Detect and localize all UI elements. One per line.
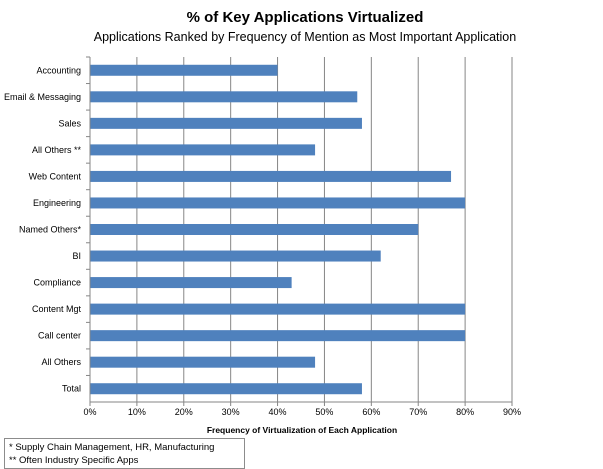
chart-subtitle: Applications Ranked by Frequency of Ment…	[94, 30, 516, 44]
bar	[90, 117, 362, 129]
x-tick-label: 80%	[456, 407, 474, 417]
category-label: Total	[62, 384, 81, 394]
chart-title: % of Key Applications Virtualized	[187, 9, 424, 26]
footnote-2: ** Often Industry Specific Apps	[9, 455, 139, 466]
x-tick-labels: 0% 10% 20% 30% 40% 50% 60% 70% 80% 90%	[83, 407, 521, 417]
category-label: Call center	[38, 331, 81, 341]
x-axis-title: Frequency of Virtualization of Each Appl…	[207, 425, 397, 435]
x-tick-label: 60%	[362, 407, 380, 417]
category-labels: Accounting Email & Messaging Sales All Othe…	[4, 56, 90, 394]
x-tick-label: 90%	[503, 407, 521, 417]
bar	[90, 64, 278, 76]
x-tick-label: 40%	[269, 407, 287, 417]
x-tick-label: 10%	[128, 407, 146, 417]
x-tick-label: 20%	[175, 407, 193, 417]
bars	[90, 64, 466, 395]
bar	[90, 197, 466, 209]
bar	[90, 330, 466, 342]
bar	[90, 383, 362, 395]
bar	[90, 224, 419, 235]
category-label: Accounting	[36, 65, 81, 75]
bar	[90, 303, 466, 315]
footnote-box: * Supply Chain Management, HR, Manufactu…	[4, 438, 245, 469]
x-tick-label: 50%	[315, 407, 333, 417]
footnote-1: * Supply Chain Management, HR, Manufactu…	[9, 442, 215, 453]
category-label: All Others **	[32, 145, 82, 155]
x-tick-label: 70%	[409, 407, 427, 417]
category-label: Engineering	[33, 198, 81, 208]
bar	[90, 250, 381, 262]
x-tick-label: 0%	[83, 407, 96, 417]
bar	[90, 356, 316, 368]
category-label: All Others	[41, 357, 81, 367]
bar	[90, 91, 358, 103]
x-tick-label: 30%	[222, 407, 240, 417]
category-label: BI	[72, 251, 81, 261]
category-label: Email & Messaging	[4, 92, 81, 102]
bar	[90, 144, 316, 156]
category-label: Web Content	[29, 171, 82, 181]
bar	[90, 277, 292, 289]
category-label: Sales	[58, 118, 81, 128]
category-label: Content Mgt	[32, 304, 82, 314]
bar	[90, 170, 452, 182]
category-label: Compliance	[33, 278, 81, 288]
category-label: Named Others*	[19, 225, 82, 235]
